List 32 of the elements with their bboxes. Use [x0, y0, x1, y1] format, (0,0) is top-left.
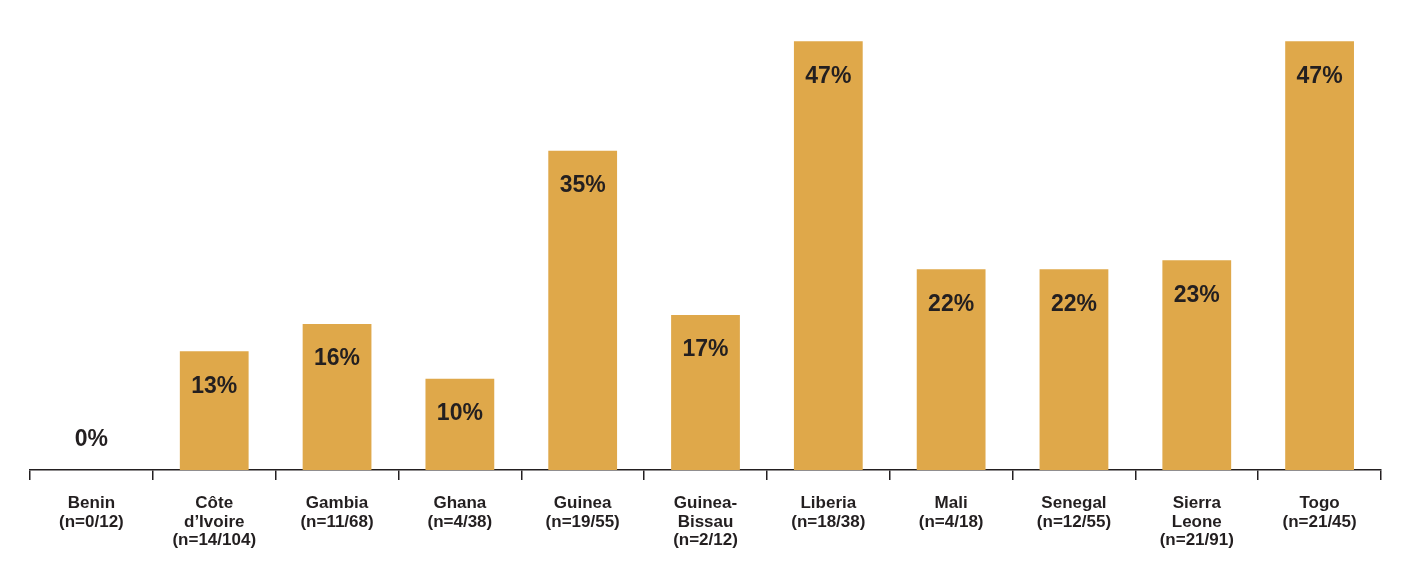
data-label: 22%	[1050, 289, 1097, 316]
data-label: 17%	[682, 335, 729, 362]
bar	[916, 269, 986, 470]
data-label: 35%	[559, 171, 606, 198]
x-tick-label: Guinea (n=19/55)	[545, 492, 620, 531]
x-tick-label: Guinea- Bissau (n=2/12)	[673, 492, 738, 550]
bar	[548, 150, 618, 470]
x-tick-label: Mali (n=4/18)	[918, 492, 984, 531]
x-tick-label: Liberia (n=18/38)	[791, 492, 866, 531]
data-label: 10%	[436, 399, 483, 426]
data-label: 22%	[928, 289, 975, 316]
data-label: 23%	[1173, 280, 1220, 307]
x-tick-label: Sierra Leone (n=21/91)	[1159, 492, 1234, 550]
x-tick-label: Ghana (n=4/38)	[427, 492, 493, 531]
x-tick-label: Côte d’Ivoire (n=14/104)	[172, 492, 257, 550]
bar	[793, 41, 863, 470]
bar	[302, 324, 372, 470]
bar	[671, 314, 740, 470]
bar	[425, 378, 495, 470]
data-label: 13%	[191, 371, 238, 398]
data-label: 0%	[74, 425, 109, 452]
bar	[1039, 269, 1109, 470]
x-tick-label: Gambia (n=11/68)	[300, 492, 374, 531]
data-label: 16%	[314, 344, 361, 371]
data-label: 47%	[1296, 61, 1343, 88]
bar	[179, 351, 249, 470]
bar	[1162, 260, 1232, 470]
x-tick-label: Benin (n=0/12)	[59, 492, 124, 531]
x-tick-label: Senegal (n=12/55)	[1036, 492, 1112, 531]
data-label: 47%	[805, 61, 852, 88]
x-tick-label: Togo (n=21/45)	[1282, 492, 1357, 531]
bar	[1285, 41, 1354, 470]
